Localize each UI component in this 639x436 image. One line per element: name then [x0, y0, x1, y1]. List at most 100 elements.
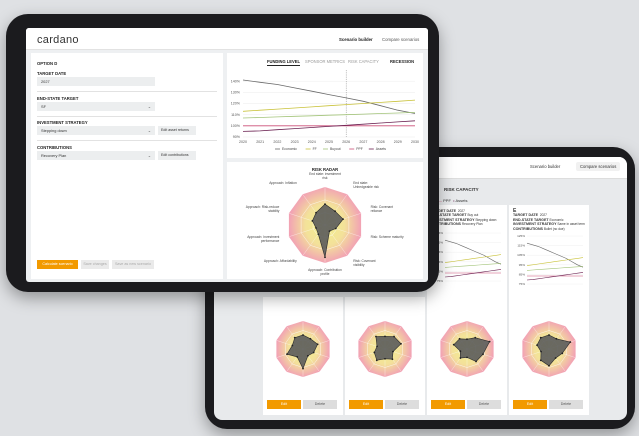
y-tick-label: 120% [231, 102, 241, 106]
radar-point [316, 343, 319, 346]
scenario-card-a: Edit Delete [263, 297, 343, 415]
delete-button[interactable]: Delete [467, 400, 501, 409]
radar-point [334, 227, 337, 230]
strategy-select[interactable]: Stepping down ⌄ [37, 126, 155, 135]
edit-button[interactable]: Edit [349, 400, 383, 409]
radar-point [293, 336, 296, 339]
end-state-select[interactable]: SF ⌄ [37, 102, 155, 111]
radar-axis-label: Approach: Inflation [269, 181, 297, 186]
radar-chart [276, 321, 330, 377]
divider [37, 91, 217, 92]
radar-axis-label: Risk: Scheme maturity [370, 234, 404, 239]
radar-axis-label: End state: Unhedgeable risk [353, 181, 379, 189]
radar-point [324, 203, 326, 205]
nav-compare-scenarios[interactable]: Compare scenarios [576, 162, 621, 171]
radar-point [391, 358, 394, 361]
radar-point [548, 364, 550, 367]
tab-sponsor-metrics[interactable]: SPONSOR METRICS [305, 59, 346, 64]
scenario-form: OPTION D TARGET DATE 2027 END-STATE TARG… [31, 53, 223, 279]
radar-point [466, 356, 468, 359]
series-line [242, 99, 416, 112]
radar-axis-label: Risk: Covenant reliance [370, 205, 393, 213]
series-line [444, 239, 502, 265]
tab-risk-capacity[interactable]: RISK CAPACITY [348, 59, 379, 64]
calculate-scenario-button[interactable]: Calculate scenario [37, 260, 78, 269]
radar-point [561, 352, 564, 355]
series-line [526, 266, 584, 271]
divider [37, 140, 217, 141]
legend-label: FF [313, 147, 317, 151]
nav-scenario-builder[interactable]: Scenario builder [339, 37, 373, 42]
radar-point [328, 230, 331, 233]
nav-compare-scenarios[interactable]: Compare scenarios [382, 37, 420, 42]
series-line [526, 272, 584, 281]
delete-button[interactable]: Delete [303, 400, 337, 409]
target-date-label: TARGET DATE [37, 71, 67, 76]
radar-point [309, 337, 312, 340]
edit-contributions-button[interactable]: Edit contributions [158, 151, 196, 160]
radar-point [312, 351, 315, 354]
legend-label: Economic [282, 147, 297, 151]
contributions-label: CONTRIBUTIONS [37, 145, 72, 150]
radar-point [384, 357, 386, 360]
y-tick-label: 95% [437, 260, 443, 264]
y-tick-label: 115% [517, 244, 525, 248]
y-tick-label: 125% [435, 231, 443, 235]
back-legend: — PPF • Assets [438, 198, 467, 203]
builder-screen: cardano Scenario builder Compare scenari… [26, 28, 428, 282]
radar-point [393, 335, 395, 338]
brand-logo[interactable]: cardano [37, 34, 79, 46]
legend-assets-label: Assets [455, 198, 468, 203]
edit-button[interactable]: Edit [267, 400, 301, 409]
contributions-select[interactable]: Recovery Plan ⌄ [37, 151, 155, 160]
legend-label: PPF [356, 147, 363, 151]
series-line [444, 269, 502, 278]
x-tick-label: 2024 [308, 140, 316, 144]
radar-point [375, 335, 377, 338]
y-tick-label: 85% [437, 269, 443, 273]
radar-point [452, 343, 455, 346]
line-chart: 125% 115% 105% 95% 85% 75% [517, 234, 584, 286]
edit-asset-returns-button[interactable]: Edit asset returns [158, 126, 196, 135]
back-legend-title: RISK CAPACITY [444, 187, 479, 192]
delete-button[interactable]: Delete [549, 400, 583, 409]
x-tick-label: 2030 [411, 140, 419, 144]
y-tick-label: 95% [519, 263, 525, 267]
scenario-meta: TARGET DATE 2027 END-STATE TARGET Buy ou… [431, 209, 497, 227]
radar-point [342, 218, 344, 221]
target-date-field[interactable]: 2027 [37, 77, 155, 86]
series-line [242, 120, 416, 132]
scenario-card-e: E TARGET DATE 2027 END-STATE TARGET Econ… [509, 205, 589, 415]
save-changes-button[interactable]: Save changes [81, 260, 109, 269]
y-tick-label: 105% [517, 253, 525, 257]
delete-button[interactable]: Delete [385, 400, 419, 409]
nav-scenario-builder[interactable]: Scenario builder [530, 164, 561, 169]
radar-chart [358, 321, 412, 377]
save-new-scenario-button[interactable]: Save as new scenario [112, 260, 154, 269]
radar-axis-label: Approach: Contribution profile [308, 268, 342, 276]
radar-point [459, 350, 462, 353]
x-tick-label: 2025 [325, 140, 333, 144]
risk-radar-panel: RISK RADAR End state: investment risk End… [227, 162, 423, 279]
radar-point [392, 350, 394, 353]
radar-point [569, 341, 572, 343]
radar-point [459, 357, 462, 359]
radar-point [482, 353, 484, 356]
chevron-down-icon: ⌄ [147, 153, 151, 158]
radar-axis-label: End state: investment risk [309, 172, 341, 180]
radar-point [291, 344, 294, 347]
strategy-label: INVESTMENT STRATEGY [37, 120, 88, 125]
edit-button[interactable]: Edit [513, 400, 547, 409]
radar-point [307, 354, 309, 357]
x-tick-label: 2023 [291, 140, 299, 144]
funding-line-chart: 90% 100% 110% 120% 130% 140% 2020 2021 2022 2023 2… [231, 70, 419, 151]
radar-point [315, 211, 317, 214]
edit-button[interactable]: Edit [431, 400, 465, 409]
scenario-card-c: TARGET DATE 2027 END-STATE TARGET Buy ou… [427, 205, 507, 415]
y-tick-label: 110% [231, 113, 241, 117]
recession-toggle[interactable]: RECESSION [390, 59, 415, 64]
tab-funding-level[interactable]: FUNDING LEVEL [267, 59, 300, 66]
legend-ppf-label: PPF [443, 198, 451, 203]
radar-point [475, 360, 477, 363]
radar-point [536, 344, 538, 347]
